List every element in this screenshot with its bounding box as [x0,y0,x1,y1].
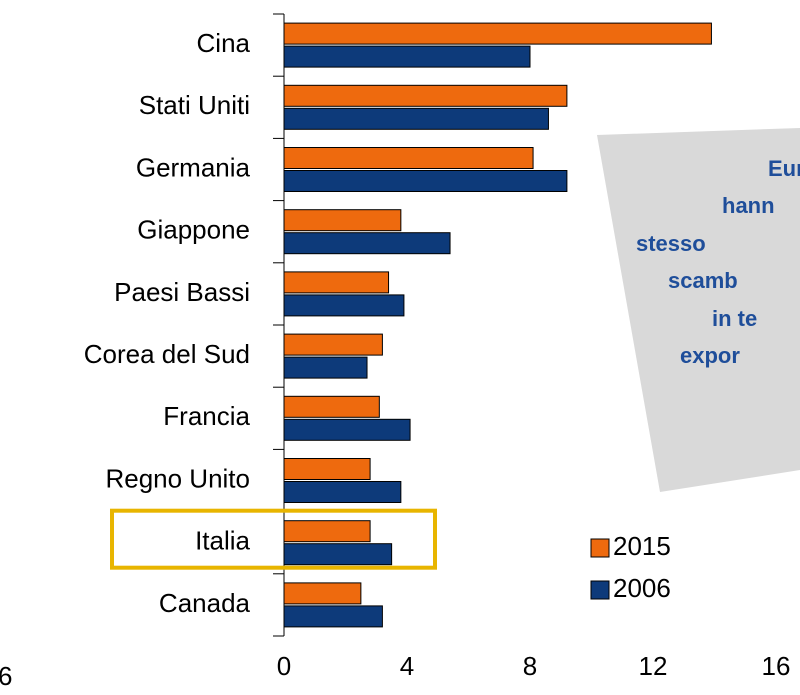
bar [283,209,402,232]
bar [283,481,402,503]
note-text: expor [680,343,740,368]
legend-label: 2006 [613,573,671,603]
bar [283,395,380,418]
legend-swatch [590,538,610,558]
category-label: Cina [197,28,251,58]
bar [283,543,393,566]
x-tick-label: 8 [523,651,537,681]
bar [283,45,531,68]
bar [283,84,568,107]
category-label: Italia [195,526,250,556]
bar [283,271,390,294]
bar [283,458,371,480]
bar [283,418,411,441]
note-text: in te [712,306,757,331]
x-tick-label: 12 [639,651,668,681]
category-label: Paesi Bassi [114,277,250,307]
bar [283,294,405,317]
category-label: Corea del Sud [84,339,250,369]
legend-swatch [590,580,610,600]
note-text: hann [722,193,775,218]
bar [283,333,383,356]
x-tick-label: 16 [762,651,791,681]
highlight-box [110,508,437,570]
category-label: Stati Uniti [139,90,250,120]
bar [283,147,534,169]
bar [283,520,371,543]
note-text: scamb [668,268,738,293]
bar [283,582,362,605]
note-text: Euro [768,156,800,181]
category-label: Giappone [137,215,250,245]
x-tick-label: 0 [277,651,291,681]
bar [283,605,383,628]
bar [283,356,368,379]
note-box [597,128,800,492]
bar [283,22,712,45]
category-label: Canada [159,588,251,618]
legend-label: 2015 [613,531,671,561]
note-text: stesso [636,231,706,256]
bar [283,107,549,130]
category-label: Regno Unito [105,463,250,493]
cropped-annotation: 6 [0,661,12,691]
bar [283,232,451,255]
category-label: Germania [136,152,251,182]
x-tick-label: 4 [400,651,414,681]
category-label: Francia [163,401,250,431]
bar [283,170,568,192]
